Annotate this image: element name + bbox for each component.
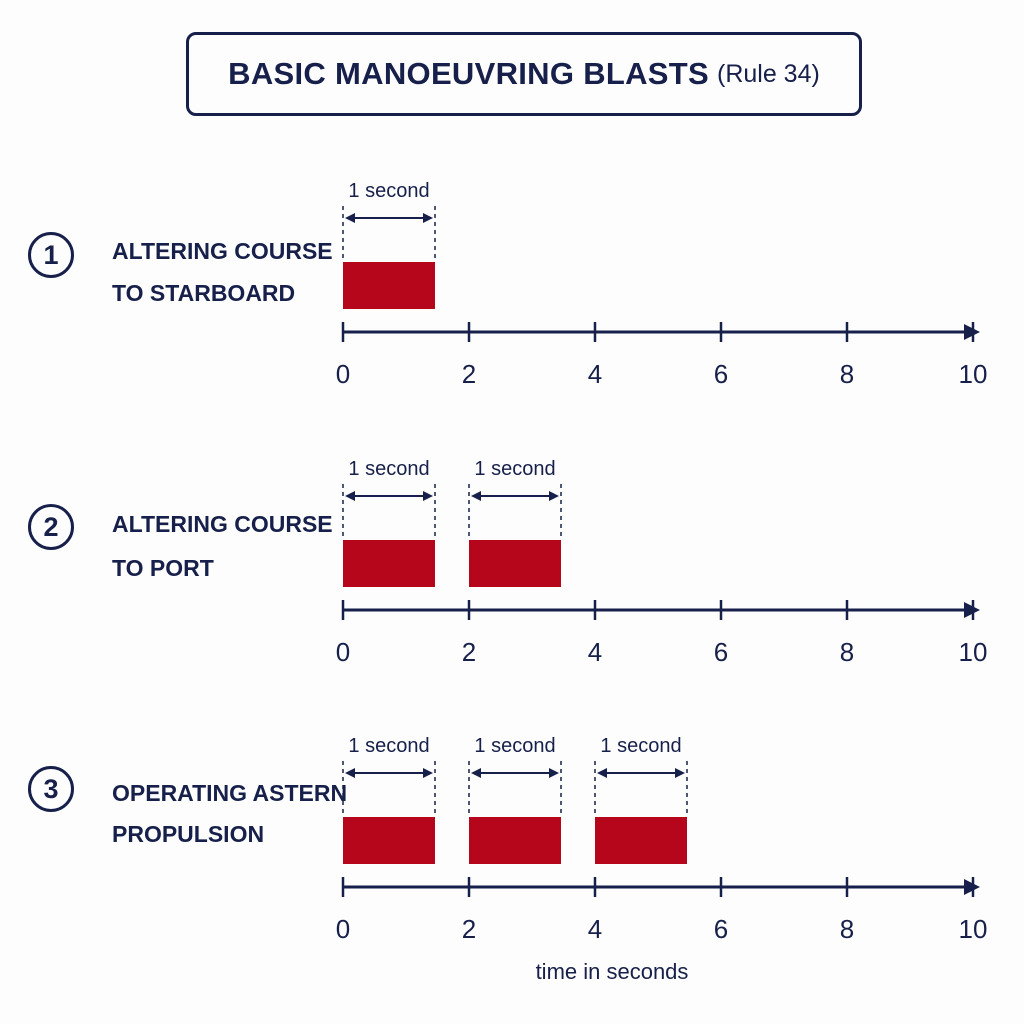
duration-arrowhead-right	[549, 491, 559, 501]
duration-label: 1 second	[474, 458, 555, 480]
row-number-2: 2	[28, 504, 74, 550]
axis-tick-label: 6	[714, 914, 728, 944]
duration-arrowhead-right	[549, 768, 559, 778]
axis-tick-label: 0	[336, 637, 350, 667]
duration-arrowhead-right	[675, 768, 685, 778]
duration-label: 1 second	[348, 458, 429, 480]
x-axis-label: time in seconds	[536, 959, 689, 984]
row-label-1-line2: TO STARBOARD	[112, 280, 296, 306]
row-number-1: 1	[28, 232, 74, 278]
axis-tick-label: 0	[336, 914, 350, 944]
axis-tick-label: 4	[588, 359, 602, 389]
blast-bar	[343, 540, 435, 587]
axis-tick-label: 10	[959, 914, 988, 944]
row-number-3: 3	[28, 766, 74, 812]
axis-tick-label: 2	[462, 637, 476, 667]
rule-reference: (Rule 34)	[717, 59, 820, 88]
duration-arrowhead-left	[471, 768, 481, 778]
duration-arrowhead-left	[597, 768, 607, 778]
row-label-2-line2: TO PORT	[112, 555, 214, 581]
duration-arrowhead-right	[423, 491, 433, 501]
axis-tick-label: 4	[588, 637, 602, 667]
row-label-3-line2: PROPULSION	[112, 821, 265, 847]
axis-tick-label: 8	[840, 359, 854, 389]
duration-label: 1 second	[474, 735, 555, 757]
axis-tick-label: 8	[840, 637, 854, 667]
row-label-3-line1: OPERATING ASTERN	[112, 780, 348, 806]
duration-arrowhead-left	[345, 213, 355, 223]
axis-tick-label: 8	[840, 914, 854, 944]
axis-tick-label: 2	[462, 914, 476, 944]
duration-arrowhead-left	[471, 491, 481, 501]
duration-arrowhead-right	[423, 768, 433, 778]
axis-tick-label: 10	[959, 359, 988, 389]
blast-bar	[469, 540, 561, 587]
axis-tick-label: 6	[714, 359, 728, 389]
title-box: BASIC MANOEUVRING BLASTS (Rule 34)	[186, 32, 862, 116]
axis-tick-label: 10	[959, 637, 988, 667]
duration-label: 1 second	[348, 180, 429, 202]
axis-tick-label: 0	[336, 359, 350, 389]
duration-label: 1 second	[348, 735, 429, 757]
blast-bar	[343, 817, 435, 864]
duration-arrowhead-right	[423, 213, 433, 223]
blast-bar	[343, 262, 435, 309]
axis-tick-label: 2	[462, 359, 476, 389]
duration-arrowhead-left	[345, 768, 355, 778]
blast-bar	[595, 817, 687, 864]
duration-label: 1 second	[600, 735, 681, 757]
row-label-2-line1: ALTERING COURSE	[112, 511, 333, 537]
page-title: BASIC MANOEUVRING BLASTS	[228, 56, 709, 91]
blast-bar	[469, 817, 561, 864]
row-label-1-line1: ALTERING COURSE	[112, 238, 333, 264]
duration-arrowhead-left	[345, 491, 355, 501]
axis-tick-label: 6	[714, 637, 728, 667]
axis-tick-label: 4	[588, 914, 602, 944]
